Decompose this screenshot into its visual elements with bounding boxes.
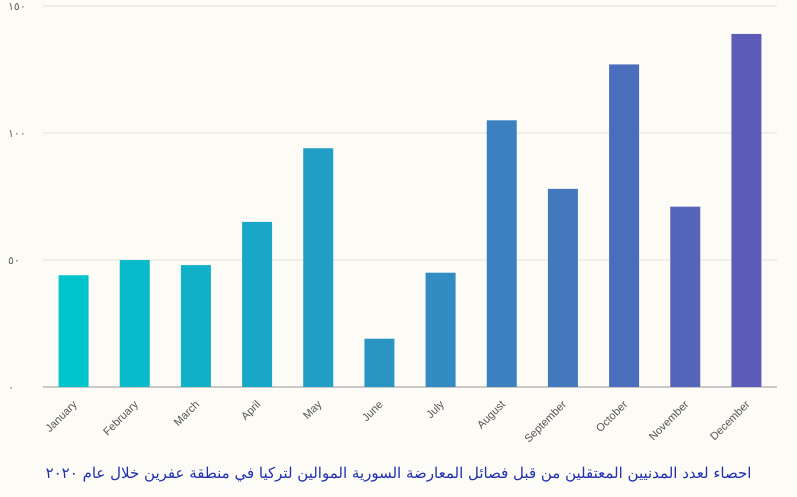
- bar-september: [547, 188, 578, 387]
- bar-august: [486, 120, 517, 388]
- bar-april: [242, 221, 273, 387]
- bar-october: [609, 64, 640, 388]
- x-tick-label: December: [708, 398, 753, 443]
- x-tick-label: November: [647, 398, 692, 443]
- bar-chart: ٠ ٥٠ ١٠٠ ١٥٠ January February March April May Jun…: [8, 0, 777, 445]
- x-tick-label: October: [594, 398, 630, 434]
- x-tick-label: September: [523, 398, 570, 445]
- bar-june: [364, 338, 395, 387]
- y-tick-label: ١٥٠: [8, 0, 26, 13]
- chart-caption: احصاء لعدد المدنيين المعتقلين من قبل فصا…: [45, 464, 752, 482]
- bar-march: [180, 265, 211, 387]
- bar-february: [119, 260, 150, 387]
- bar-january: [58, 275, 89, 387]
- x-tick-label: February: [101, 398, 141, 438]
- bar-july: [425, 272, 456, 387]
- bar-november: [670, 206, 701, 387]
- x-tick-label: July: [424, 398, 447, 421]
- x-tick-label: March: [172, 399, 202, 429]
- x-tick-label: January: [44, 398, 81, 435]
- y-tick-label: ١٠٠: [8, 127, 26, 140]
- bar-may: [303, 148, 334, 387]
- x-tick-label: August: [475, 399, 508, 432]
- y-tick-label: ٠: [8, 381, 14, 394]
- x-tick-label: May: [301, 398, 325, 422]
- x-tick-label: April: [239, 399, 263, 423]
- chart-canvas: ٠ ٥٠ ١٠٠ ١٥٠ January February March April May Jun…: [8, 0, 777, 445]
- x-tick-label: June: [360, 399, 385, 424]
- y-tick-label: ٥٠: [8, 254, 20, 267]
- bar-december: [731, 33, 762, 387]
